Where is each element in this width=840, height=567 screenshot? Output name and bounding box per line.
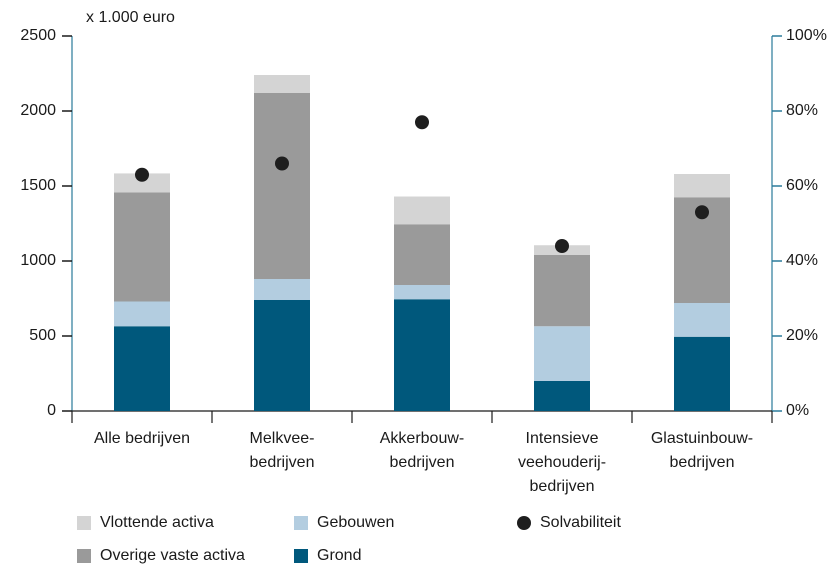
y2-tick-label: 0%: [786, 402, 809, 419]
y-tick-label: 1000: [20, 252, 56, 269]
bar-segment: [394, 285, 450, 300]
x-tick-label: bedrijven: [530, 478, 595, 495]
solvency-dot: [415, 115, 429, 130]
bar-segment: [394, 196, 450, 225]
x-tick-label: Glastuinbouw-: [651, 430, 753, 447]
y2-tick-label: 80%: [786, 102, 818, 119]
bar-segment: [114, 173, 170, 193]
y-tick-label: 2500: [20, 27, 56, 44]
y-tick-label: 1500: [20, 177, 56, 194]
legend-label: Grond: [317, 547, 361, 564]
bar-segment: [534, 326, 590, 381]
solvency-dot: [275, 156, 289, 171]
x-tick-label: bedrijven: [390, 454, 455, 471]
y-tick-label: 0: [47, 402, 56, 419]
x-tick-label: Akkerbouw-: [380, 430, 464, 447]
legend-label: Overige vaste activa: [100, 547, 245, 564]
y-tick-label: 2000: [20, 102, 56, 119]
x-tick-label: bedrijven: [250, 454, 315, 471]
x-tick-label: Melkvee-: [250, 430, 315, 447]
legend-swatch: [77, 549, 91, 563]
legend-swatch: [294, 516, 308, 530]
bar-segment: [114, 326, 170, 411]
solvency-dot: [135, 167, 149, 182]
solvency-dot: [555, 239, 569, 253]
bar-segment: [114, 301, 170, 327]
bar-segment: [674, 174, 730, 198]
legend-swatch: [517, 516, 531, 530]
legend-swatch: [294, 549, 308, 563]
legend-label: Gebouwen: [317, 514, 394, 531]
bar-segment: [254, 75, 310, 93]
bar-segment: [394, 299, 450, 411]
x-tick-label: bedrijven: [670, 454, 735, 471]
bar-segment: [674, 336, 730, 411]
bar-segment: [534, 255, 590, 327]
bar-segment: [674, 303, 730, 337]
y2-tick-label: 20%: [786, 327, 818, 344]
x-tick-label: veehouderij-: [518, 454, 606, 471]
legend-swatch: [77, 516, 91, 530]
legend-label: Solvabiliteit: [540, 514, 621, 531]
y2-tick-label: 60%: [786, 177, 818, 194]
y2-tick-label: 40%: [786, 252, 818, 269]
x-tick-label: Alle bedrijven: [94, 430, 190, 447]
y-axis-unit: x 1.000 euro: [86, 9, 175, 26]
bar-segment: [534, 381, 590, 411]
y2-tick-label: 100%: [786, 27, 827, 44]
bar-segment: [254, 300, 310, 411]
bar-segment: [254, 93, 310, 279]
bar-segment: [254, 279, 310, 300]
solvency-dot: [695, 205, 709, 220]
y-tick-label: 500: [29, 327, 56, 344]
legend-label: Vlottende activa: [100, 514, 214, 531]
x-tick-label: Intensieve: [526, 430, 599, 447]
bar-segment: [114, 192, 170, 302]
bar-segment: [394, 224, 450, 285]
